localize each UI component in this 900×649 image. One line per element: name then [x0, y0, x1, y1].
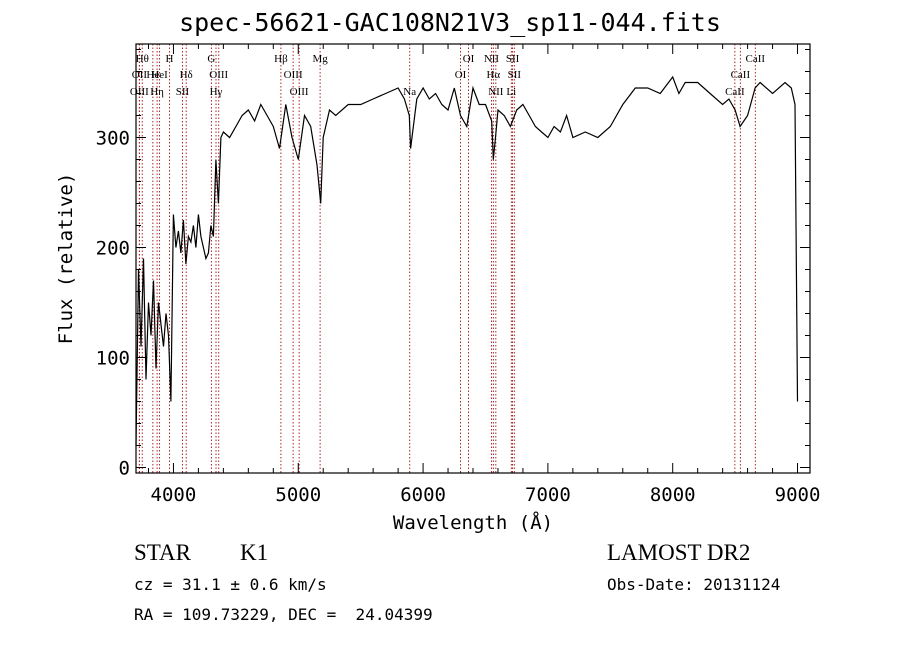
- spectral-line-label: NII: [488, 86, 504, 98]
- y-axis-ticks: 0 100 200 300: [96, 49, 810, 480]
- spectral-line-label: NII: [484, 53, 500, 65]
- x-tick-label: 4000: [151, 484, 197, 506]
- spectral-line-label: OIII: [284, 69, 303, 81]
- x-tick-label: 8000: [650, 484, 696, 506]
- x-tick-label: 5000: [275, 484, 321, 506]
- spectral-line-label: CaII: [746, 53, 766, 65]
- spectral-line-label: H: [165, 53, 173, 65]
- spectral-line-label: Hα: [486, 69, 500, 81]
- spectral-line-label: CaII: [731, 69, 751, 81]
- x-axis-label: Wavelength (Å): [393, 511, 553, 534]
- spectral-line-label: Hη: [150, 86, 164, 98]
- spectral-line-label: HeI: [151, 69, 168, 81]
- survey-name: LAMOST DR2: [607, 540, 751, 565]
- y-axis-label: Flux (relative): [55, 173, 77, 345]
- spectral-line-label: SII: [176, 86, 190, 98]
- spectral-line-label: SII: [506, 53, 520, 65]
- spectral-line-markers: [138, 44, 756, 473]
- spectrum-line: [135, 75, 799, 446]
- spectral-line-label: OIII: [290, 86, 309, 98]
- spectral-line-label: Hβ: [274, 53, 288, 65]
- y-tick-label: 0: [119, 458, 130, 480]
- spectral-line-label: Na: [403, 86, 416, 98]
- spectral-line-label: SII: [508, 69, 522, 81]
- plot-frame: [135, 43, 811, 474]
- x-tick-label: 7000: [525, 484, 571, 506]
- redshift-velocity: cz = 31.1 ± 0.6 km/s: [134, 575, 327, 594]
- object-class: STAR: [134, 540, 191, 565]
- x-tick-label: 6000: [400, 484, 446, 506]
- spectral-line-label: Hθ: [136, 53, 149, 65]
- x-tick-label: 9000: [775, 484, 821, 506]
- y-tick-label: 300: [96, 128, 130, 150]
- spectral-line-label: OIII: [130, 86, 149, 98]
- spectral-line-label: CaII: [725, 86, 745, 98]
- chart-title: spec-56621-GAC108N21V3_sp11-044.fits: [179, 8, 721, 37]
- spectral-line-label: OIII: [209, 69, 228, 81]
- object-subclass: K1: [240, 540, 269, 565]
- y-tick-label: 200: [96, 238, 130, 260]
- y-tick-label: 100: [96, 348, 130, 370]
- coordinates: RA = 109.73229, DEC = 24.04399: [134, 605, 433, 624]
- spectral-line-label: G: [207, 53, 215, 65]
- spectral-line-label: Mg: [312, 53, 328, 65]
- spectral-line-label: OII: [132, 69, 148, 81]
- spectral-line-label: Hγ: [210, 86, 223, 98]
- x-axis-ticks: 4000 5000 6000 7000 8000 9000: [147, 44, 821, 506]
- spectral-line-label: Li: [506, 86, 516, 98]
- observation-date: Obs-Date: 20131124: [607, 575, 781, 594]
- spectral-line-label: Hδ: [180, 69, 193, 81]
- spectral-line-label: He: [146, 69, 159, 81]
- spectral-line-label: OI: [463, 53, 475, 65]
- spectral-line-label: OI: [455, 69, 467, 81]
